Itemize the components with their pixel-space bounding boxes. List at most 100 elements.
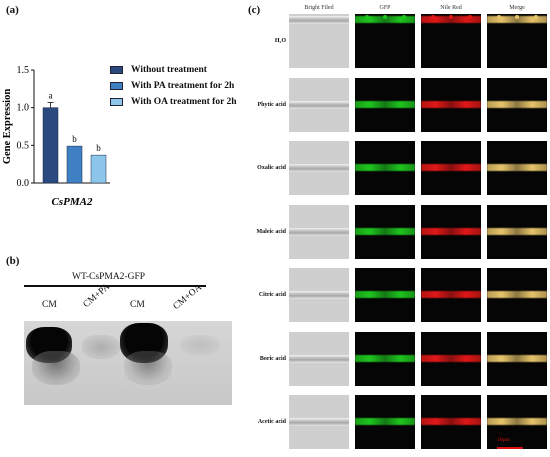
lane-label-3: CM bbox=[130, 300, 145, 310]
legend-swatch-icon bbox=[110, 66, 123, 74]
hypha-stripe bbox=[289, 291, 349, 299]
legend-item-pa-treatment: With PA treatment for 2h bbox=[110, 78, 237, 94]
column-header-bright-field: Bright Filed bbox=[304, 5, 334, 11]
y-tick-label: 0.0 bbox=[17, 178, 30, 189]
hypha-stripe bbox=[355, 228, 415, 235]
row-label: Phytic acid bbox=[257, 102, 287, 108]
hypha-stripe bbox=[355, 16, 415, 23]
hypha-stripe bbox=[487, 291, 547, 298]
hypha-stripe bbox=[289, 418, 349, 426]
micrograph-nile bbox=[421, 78, 481, 132]
row-label: Oxalic acid bbox=[257, 165, 286, 171]
hypha-stripe bbox=[487, 228, 547, 235]
hypha-stripe bbox=[487, 418, 547, 425]
micrograph-bf bbox=[289, 395, 349, 449]
row-label: Acetic acid bbox=[257, 419, 286, 425]
micrograph-nile bbox=[421, 205, 481, 259]
micrograph-merge bbox=[487, 332, 547, 386]
significance-letter: b bbox=[72, 134, 77, 144]
fluorescent-spot bbox=[497, 15, 501, 19]
legend-item-without-treatment: Without treatment bbox=[110, 62, 237, 78]
micrograph-nile bbox=[421, 14, 481, 68]
fluorescent-spot bbox=[383, 15, 387, 19]
panel-a-label: (a) bbox=[6, 4, 19, 16]
micrograph-gfp bbox=[355, 141, 415, 195]
blot-band-lane-2 bbox=[82, 335, 120, 359]
micrograph-nile bbox=[421, 268, 481, 322]
legend-label: With OA treatment for 2h bbox=[131, 97, 237, 107]
significance-letter: a bbox=[49, 90, 53, 100]
micrograph-gfp bbox=[355, 332, 415, 386]
blot-smear-lane-3 bbox=[124, 351, 172, 385]
micrograph-gfp bbox=[355, 78, 415, 132]
blot-smear-lane-1 bbox=[32, 351, 80, 385]
micrograph-merge bbox=[487, 205, 547, 259]
hypha-stripe bbox=[421, 228, 481, 235]
hypha-stripe bbox=[421, 291, 481, 298]
micrograph-merge bbox=[487, 141, 547, 195]
hypha-stripe bbox=[289, 101, 349, 109]
hypha-stripe bbox=[487, 101, 547, 108]
fluorescent-spot bbox=[534, 15, 538, 19]
legend-label: Without treatment bbox=[131, 65, 207, 75]
blot-band-lane-4 bbox=[180, 335, 220, 355]
micrograph-bf bbox=[289, 78, 349, 132]
micrograph-bf bbox=[289, 205, 349, 259]
significance-letter: b bbox=[96, 143, 101, 153]
hypha-stripe bbox=[289, 16, 349, 24]
legend-swatch-icon bbox=[110, 98, 123, 106]
hypha-stripe bbox=[289, 164, 349, 172]
western-blot-bracket bbox=[24, 285, 206, 287]
fluorescent-spot bbox=[402, 15, 406, 19]
bar-1 bbox=[42, 107, 59, 184]
western-blot-image bbox=[24, 321, 232, 405]
micrograph-bf bbox=[289, 268, 349, 322]
bar-2 bbox=[66, 145, 83, 184]
row-label: H₂O bbox=[274, 38, 286, 44]
micrograph-gfp bbox=[355, 14, 415, 68]
y-tick-label: 1.0 bbox=[17, 103, 30, 114]
hypha-stripe bbox=[487, 164, 547, 171]
fluorescent-spot bbox=[515, 15, 519, 19]
western-blot-title: WT-CsPMA2-GFP bbox=[72, 272, 146, 282]
micrograph-bf bbox=[289, 141, 349, 195]
row-label: Boric acid bbox=[259, 356, 286, 362]
scale-bar bbox=[497, 447, 523, 449]
column-header-merge: Merge bbox=[509, 5, 525, 11]
fluorescent-spot bbox=[468, 15, 472, 19]
gene-expression-chart: 0.0 0.5 1.0 1.5 Gene Expression a b b CsPMA2 bbox=[2, 65, 110, 208]
hypha-stripe bbox=[289, 228, 349, 236]
hypha-stripe bbox=[355, 355, 415, 362]
micrograph-bf bbox=[289, 332, 349, 386]
hypha-stripe bbox=[421, 418, 481, 425]
row-label: Maleic acid bbox=[256, 229, 287, 235]
micrograph-gfp bbox=[355, 395, 415, 449]
hypha-stripe bbox=[421, 101, 481, 108]
micrograph-gfp bbox=[355, 205, 415, 259]
y-tick-label: 1.5 bbox=[17, 65, 30, 76]
panel-b-label: (b) bbox=[6, 255, 20, 267]
hypha-stripe bbox=[421, 16, 481, 23]
hypha-stripe bbox=[421, 355, 481, 362]
micrograph-nile bbox=[421, 395, 481, 449]
micrograph-merge bbox=[487, 78, 547, 132]
hypha-stripe bbox=[355, 291, 415, 298]
hypha-stripe bbox=[355, 418, 415, 425]
bar-3 bbox=[90, 154, 107, 184]
fluorescent-spot bbox=[365, 15, 369, 19]
legend-item-oa-treatment: With OA treatment for 2h bbox=[110, 94, 237, 110]
micrograph-nile bbox=[421, 332, 481, 386]
micrograph-bf bbox=[289, 14, 349, 68]
legend-label: With PA treatment for 2h bbox=[131, 81, 235, 91]
y-tick-label: 0.5 bbox=[17, 140, 30, 151]
y-axis-label: Gene Expression bbox=[2, 89, 13, 165]
micrograph-merge bbox=[487, 14, 547, 68]
micrograph-merge bbox=[487, 268, 547, 322]
micrograph-nile bbox=[421, 141, 481, 195]
column-header-nile-red: Nile Red bbox=[440, 5, 462, 11]
hypha-stripe bbox=[355, 164, 415, 171]
legend-swatch-icon bbox=[110, 82, 123, 90]
column-header-gfp: GFP bbox=[379, 5, 391, 11]
hypha-stripe bbox=[421, 164, 481, 171]
lane-label-1: CM bbox=[42, 300, 57, 310]
